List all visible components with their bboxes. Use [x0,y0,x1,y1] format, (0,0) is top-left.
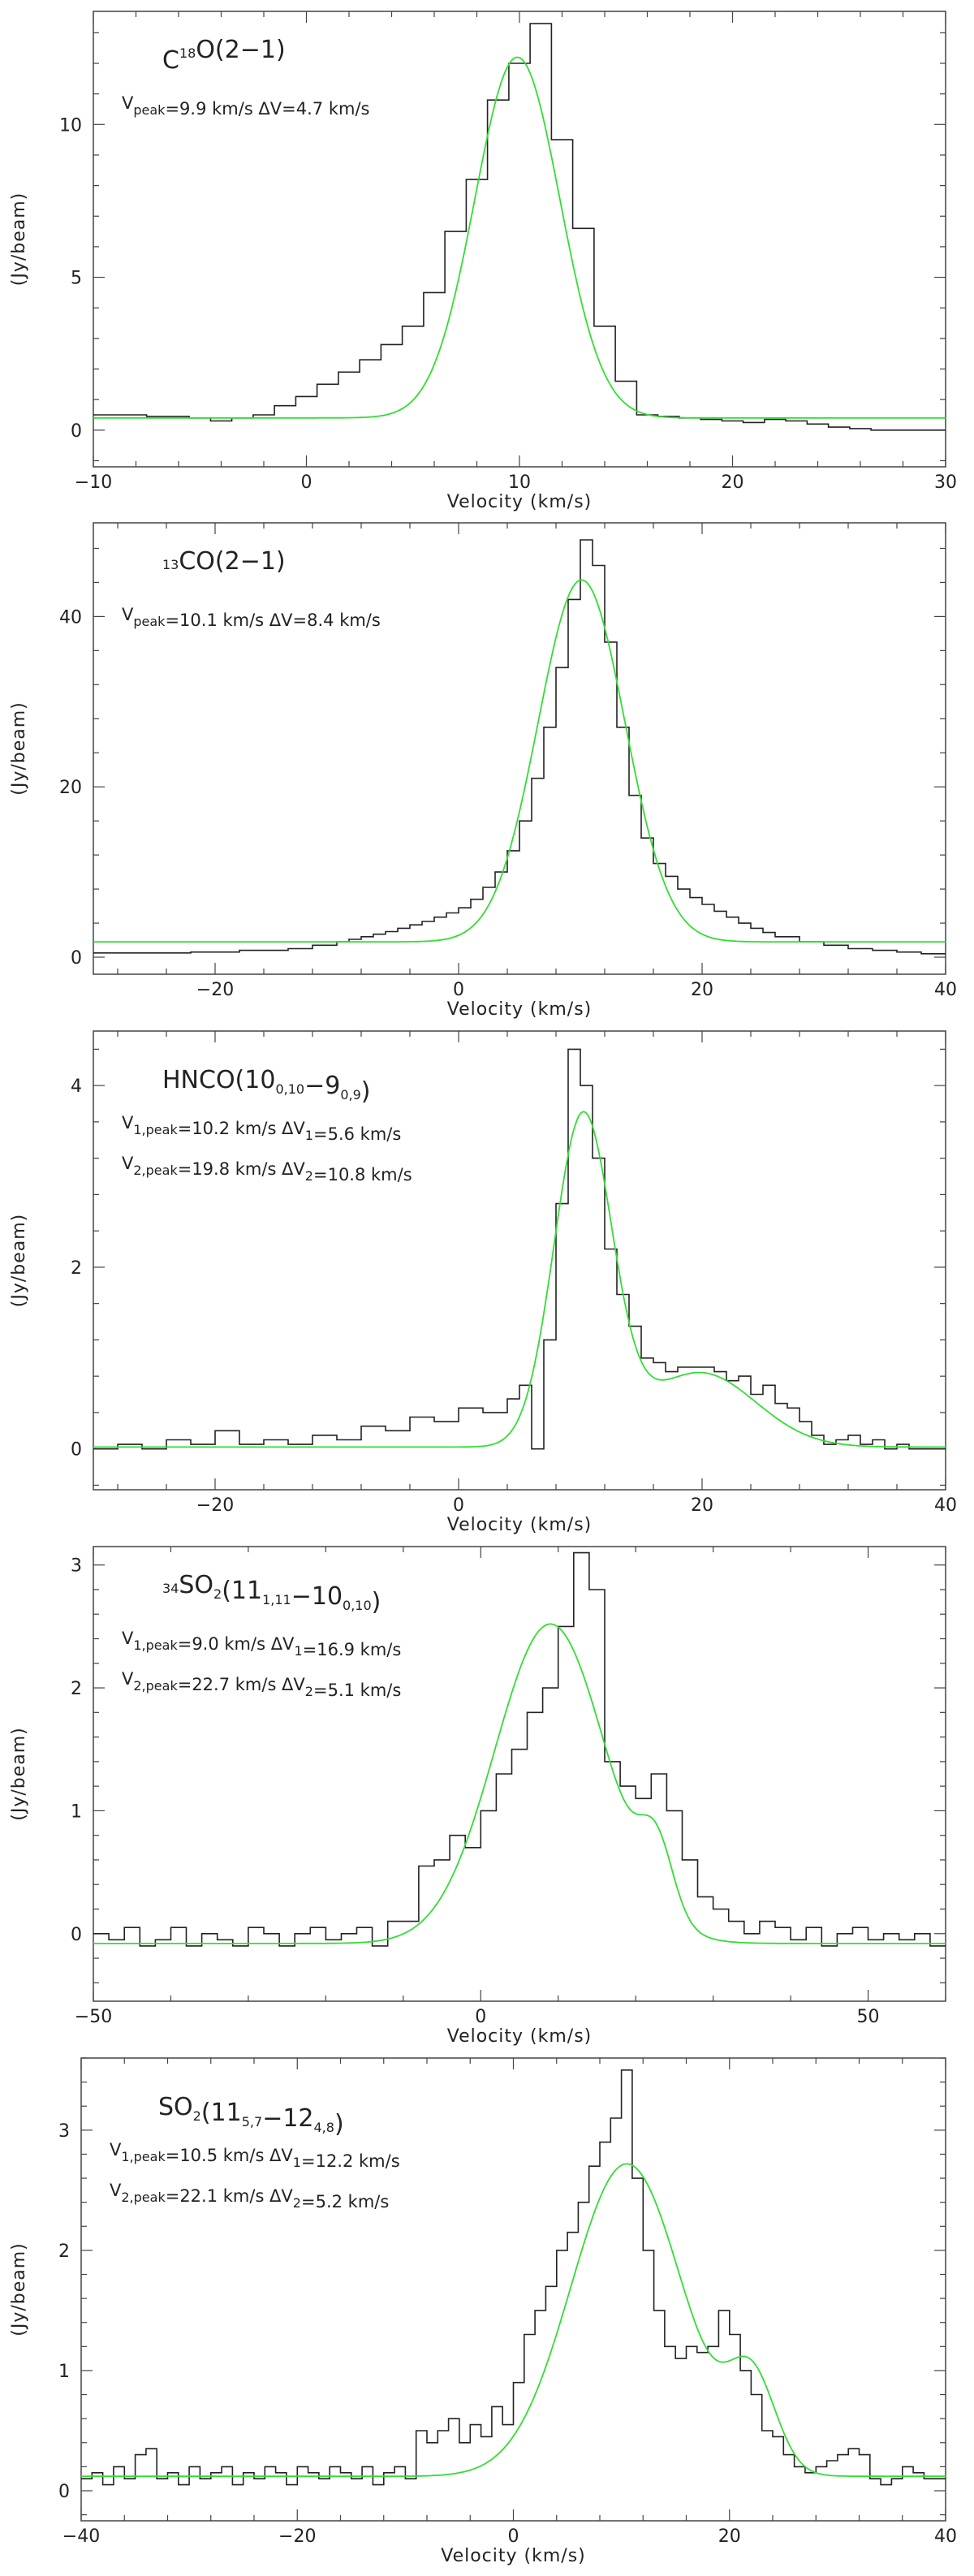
gaussian-fit-line [93,56,946,419]
gaussian-fit-line [93,579,946,943]
observed-spectrum-line [93,23,946,431]
y-axis-label: (Jy/beam) [9,701,29,796]
transition-title: SO2(115,7−124,8) [158,2093,344,2138]
x-tick-label: 0 [475,2007,486,2027]
y-tick-label: 4 [71,1077,82,1097]
transition-title: C18O(2−1) [162,36,286,75]
y-tick-label: 0 [71,421,82,442]
x-tick-label: 0 [453,1495,464,1516]
x-tick-label: −10 [75,472,112,493]
x-tick-label: 40 [934,2526,957,2547]
x-tick-label: 50 [857,2007,880,2027]
fit-parameters: V1,peak=10.5 km/s ΔV1=12.2 km/s [110,2140,400,2171]
x-tick-label: 0 [453,980,464,1000]
x-tick-label: 20 [722,472,744,493]
y-tick-label: 3 [58,2121,70,2142]
x-tick-label: 20 [718,2526,741,2547]
y-tick-label: 0 [71,1440,82,1461]
x-tick-label: −40 [62,2526,100,2547]
y-tick-label: 1 [71,1801,82,1822]
observed-spectrum-line [81,2069,946,2486]
observed-spectrum-line [93,1551,946,1947]
fit-parameters: V1,peak=9.0 km/s ΔV1=16.9 km/s [122,1629,401,1659]
observed-spectrum-line [93,1048,946,1450]
fit-parameters: V1,peak=10.2 km/s ΔV1=5.6 km/s [122,1113,401,1144]
observed-spectrum-line [93,539,946,955]
fit-parameters: Vpeak=9.9 km/s ΔV=4.7 km/s [122,93,369,119]
y-tick-label: 2 [58,2242,70,2262]
x-tick-label: 10 [508,472,531,493]
x-tick-label: −20 [278,2526,316,2547]
plot-frame [80,2057,946,2522]
x-tick-label: −20 [196,980,234,1000]
y-axis-label: (Jy/beam) [9,2242,29,2337]
x-tick-label: 20 [691,980,713,1000]
y-tick-label: 3 [71,1556,82,1577]
x-tick-label: 20 [691,1495,713,1516]
y-tick-label: 0 [58,2482,70,2502]
x-tick-label: 30 [934,472,957,493]
y-tick-label: 2 [71,1258,82,1279]
spectrum-panel-4: −50 0 50 0 1 2 3 Velocity (km/s) (Jy/beam) 34SO2(… [9,1546,946,2047]
x-axis-label: Velocity (km/s) [447,999,593,1020]
x-tick-label: 40 [934,1495,957,1516]
y-tick-label: 0 [71,948,82,969]
plot-frame [93,11,946,468]
x-axis-label: Velocity (km/s) [441,2546,586,2566]
fit-parameters: V2,peak=22.1 km/s ΔV2=5.2 km/s [110,2181,389,2211]
y-tick-label: 20 [59,778,82,798]
x-tick-label: −20 [196,1495,234,1516]
x-tick-label: 0 [301,472,312,493]
transition-title: HNCO(100,10−90,9) [162,1066,370,1106]
y-axis-label: (Jy/beam) [9,1727,29,1821]
fit-parameters: V2,peak=19.8 km/s ΔV2=10.8 km/s [122,1154,412,1184]
x-tick-label: −50 [75,2007,112,2027]
spectrum-panel-3: −20 0 20 40 0 2 4 Velocity (km/s) (Jy/beam) HNCO(… [9,1030,957,1535]
gaussian-fit-line [81,2163,946,2478]
gaussian-fit-line [93,1623,946,1944]
y-tick-label: 5 [71,269,82,289]
y-tick-label: 1 [58,2362,70,2382]
y-axis-label: (Jy/beam) [9,1214,29,1308]
fit-parameters: Vpeak=10.1 km/s ΔV=8.4 km/s [122,605,381,630]
spectrum-panel-2: −20 0 20 40 0 20 40 Velocity (km/s) (Jy/beam) 13C… [9,522,957,1020]
transition-title: 13CO(2−1) [162,547,286,576]
x-axis-label: Velocity (km/s) [447,1515,593,1535]
y-tick-label: 10 [59,115,82,136]
x-axis-label: Velocity (km/s) [447,2026,593,2047]
plot-frame [93,522,946,975]
y-tick-label: 40 [59,607,82,628]
spectrum-panel-5: −40 −20 0 20 40 0 1 2 3 Velocity (km/s) (Jy/beam) S… [9,2057,957,2566]
y-tick-label: 0 [71,1925,82,1945]
plot-frame [93,1030,946,1491]
x-tick-label: 40 [934,980,957,1000]
y-tick-label: 2 [71,1679,82,1699]
fit-parameters: V2,peak=22.7 km/s ΔV2=5.1 km/s [122,1669,401,1700]
y-axis-label: (Jy/beam) [9,192,29,287]
plot-frame [93,1546,946,2002]
x-tick-label: 0 [508,2526,519,2547]
gaussian-fit-line [93,1111,946,1448]
x-axis-label: Velocity (km/s) [447,492,593,512]
transition-title: 34SO2(111,11−100,10) [162,1571,381,1616]
